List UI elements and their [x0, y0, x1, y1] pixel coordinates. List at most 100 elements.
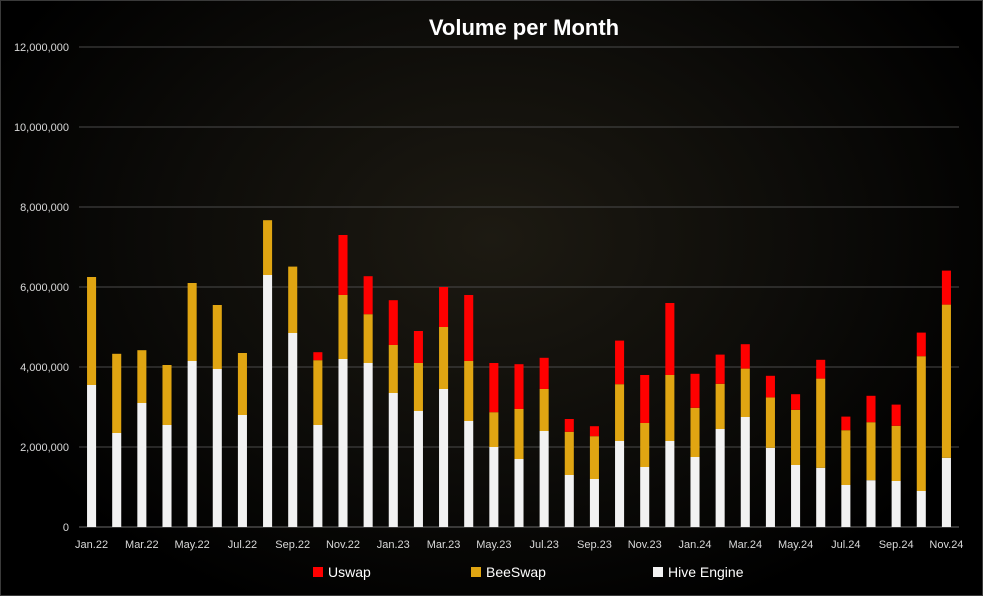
bar-segment-uswap	[615, 340, 625, 385]
bar-segment-beeswap	[690, 407, 700, 457]
x-tick-label: Jan.22	[75, 539, 108, 551]
y-tick-label: 4,000,000	[20, 362, 69, 374]
x-axis-labels: Jan.22 Mar.22 May.22 Jul.22 Sep.22 Nov.22 Jan.…	[75, 539, 963, 551]
legend-swatch-beeswap	[471, 567, 481, 577]
x-tick-label: May.23	[476, 539, 511, 551]
bar-segment-hive-engine	[464, 421, 474, 527]
x-tick-label: Jan.23	[377, 539, 410, 551]
bar-segment-uswap	[539, 357, 549, 389]
bar-segment-beeswap	[916, 356, 926, 491]
bar-segment-hive-engine	[740, 417, 750, 527]
bar-segment-beeswap	[87, 277, 97, 385]
bar-segment-uswap	[916, 332, 926, 357]
x-tick-label: May.24	[778, 539, 813, 551]
bar-segment-beeswap	[137, 350, 147, 403]
bar-segment-beeswap	[941, 304, 951, 458]
bar-segment-hive-engine	[338, 359, 348, 527]
bar-segment-hive-engine	[715, 429, 725, 527]
bar-segment-hive-engine	[313, 425, 323, 527]
x-tick-label: Jul.22	[228, 539, 257, 551]
bar-segment-beeswap	[765, 397, 775, 448]
bar-segment-beeswap	[715, 383, 725, 429]
bar-segment-uswap	[640, 375, 650, 423]
bar-segment-beeswap	[237, 353, 247, 415]
bar-segment-beeswap	[891, 425, 901, 481]
bar-segment-uswap	[464, 295, 474, 361]
bar-segment-uswap	[715, 354, 725, 384]
bar-segment-uswap	[564, 419, 574, 432]
bar-segment-uswap	[765, 375, 775, 398]
bar-segment-hive-engine	[539, 431, 549, 527]
bar-segment-hive-engine	[690, 457, 700, 527]
bar-segment-hive-engine	[816, 467, 826, 527]
bar-segment-hive-engine	[916, 491, 926, 527]
bars	[87, 220, 951, 527]
bar-segment-beeswap	[212, 305, 222, 369]
bar-segment-hive-engine	[162, 425, 172, 527]
bar-segment-uswap	[891, 404, 901, 426]
bar-segment-hive-engine	[841, 485, 851, 527]
bar-segment-hive-engine	[564, 475, 574, 527]
bar-segment-uswap	[388, 300, 398, 345]
bar-segment-hive-engine	[514, 459, 524, 527]
bar-segment-beeswap	[439, 327, 449, 389]
bar-segment-beeswap	[791, 409, 801, 465]
bar-segment-beeswap	[313, 360, 323, 425]
bar-segment-hive-engine	[941, 457, 951, 527]
bar-segment-hive-engine	[589, 479, 599, 527]
y-tick-label: 12,000,000	[14, 42, 69, 54]
bar-segment-beeswap	[816, 378, 826, 468]
bar-segment-beeswap	[338, 295, 348, 359]
y-tick-label: 2,000,000	[20, 442, 69, 454]
bar-segment-beeswap	[363, 314, 373, 363]
bar-segment-beeswap	[665, 375, 675, 441]
bar-segment-hive-engine	[439, 389, 449, 527]
bar-segment-beeswap	[589, 436, 599, 479]
bar-segment-hive-engine	[765, 447, 775, 527]
bar-segment-beeswap	[388, 345, 398, 393]
y-tick-label: 6,000,000	[20, 282, 69, 294]
legend-swatch-hive-engine	[653, 567, 663, 577]
legend-swatch-uswap	[313, 567, 323, 577]
bar-segment-hive-engine	[640, 467, 650, 527]
bar-segment-beeswap	[514, 409, 524, 459]
x-tick-label: Sep.23	[577, 539, 612, 551]
bar-segment-hive-engine	[363, 363, 373, 527]
bar-segment-uswap	[589, 426, 599, 437]
bar-segment-hive-engine	[489, 447, 499, 527]
y-tick-label: 10,000,000	[14, 122, 69, 134]
y-tick-label: 0	[63, 522, 69, 534]
bar-segment-hive-engine	[112, 433, 122, 527]
bar-segment-uswap	[338, 235, 348, 295]
bar-segment-beeswap	[464, 361, 474, 421]
y-tick-label: 8,000,000	[20, 202, 69, 214]
bar-segment-hive-engine	[665, 441, 675, 527]
x-tick-label: Jan.24	[678, 539, 711, 551]
bar-segment-hive-engine	[413, 411, 423, 527]
bar-segment-beeswap	[539, 389, 549, 431]
bar-segment-hive-engine	[212, 369, 222, 527]
x-tick-label: Nov.24	[929, 539, 963, 551]
x-tick-label: Mar.23	[427, 539, 461, 551]
bar-segment-hive-engine	[137, 403, 147, 527]
bar-segment-hive-engine	[891, 481, 901, 527]
bar-segment-uswap	[816, 359, 826, 379]
bar-segment-beeswap	[615, 384, 625, 441]
x-tick-label: Nov.23	[628, 539, 662, 551]
bar-segment-hive-engine	[237, 415, 247, 527]
bar-segment-hive-engine	[615, 441, 625, 527]
bar-segment-beeswap	[112, 353, 122, 433]
chart-title: Volume per Month	[429, 15, 619, 40]
x-tick-label: Jul.23	[529, 539, 558, 551]
bar-segment-uswap	[313, 352, 323, 361]
bar-segment-uswap	[841, 416, 851, 431]
bar-segment-hive-engine	[791, 465, 801, 527]
bar-segment-beeswap	[288, 266, 298, 333]
x-tick-label: Mar.24	[728, 539, 762, 551]
bar-segment-beeswap	[489, 412, 499, 447]
x-tick-label: Nov.22	[326, 539, 360, 551]
bar-segment-uswap	[941, 270, 951, 305]
bar-segment-beeswap	[263, 220, 273, 275]
bar-segment-hive-engine	[288, 333, 298, 527]
